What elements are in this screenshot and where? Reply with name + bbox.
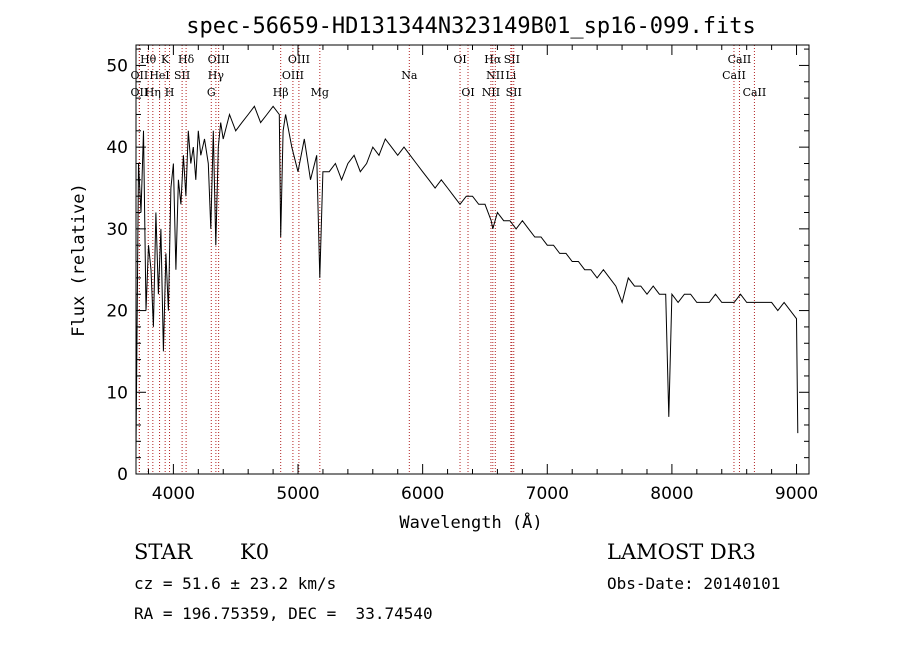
line-marker-label: CaII xyxy=(722,69,746,82)
line-marker-label: Hη xyxy=(145,86,161,99)
axis-ticks: 4000 5000 6000 7000 8000 9000 0 10 20 30 40 50 xyxy=(106,45,818,504)
line-marker-label: Hβ xyxy=(273,86,289,99)
x-tick-label: 5000 xyxy=(276,484,319,504)
line-marker-label: Li xyxy=(505,69,516,82)
redshift-value: cz = 51.6 ± 23.2 km/s xyxy=(134,574,337,593)
plot-frame xyxy=(135,44,810,475)
line-marker-label: Hθ xyxy=(140,53,157,66)
x-tick-label: 9000 xyxy=(775,484,818,504)
x-tick-label: 7000 xyxy=(526,484,569,504)
chart-title: spec-56659-HD131344N323149B01_sp16-099.f… xyxy=(186,14,756,39)
line-marker-label: CaII xyxy=(728,53,752,66)
line-marker-label: OI xyxy=(453,53,466,66)
y-tick-label: 40 xyxy=(106,138,128,158)
line-marker-label: SII xyxy=(174,69,190,82)
line-marker-label: Hα xyxy=(484,53,502,66)
line-marker-label: OIII xyxy=(282,69,304,82)
x-tick-label: 8000 xyxy=(650,484,693,504)
line-marker-label: OIII xyxy=(208,53,230,66)
y-axis-label: Flux (relative) xyxy=(69,183,89,337)
line-marker-label: Hγ xyxy=(208,69,225,82)
x-axis-label: Wavelength (Å) xyxy=(399,511,542,533)
line-marker-label: Na xyxy=(401,69,418,82)
y-tick-label: 30 xyxy=(106,220,128,240)
survey-name: LAMOST DR3 xyxy=(607,540,756,564)
line-marker-label: NII xyxy=(486,69,504,82)
line-marker-label: H xyxy=(165,86,175,99)
y-tick-label: 0 xyxy=(117,465,128,485)
line-marker-label: Mg xyxy=(311,86,329,99)
y-tick-label: 50 xyxy=(106,56,128,76)
line-marker-label: SII xyxy=(504,53,520,66)
line-marker-label: NII xyxy=(482,86,500,99)
line-marker-label: OII xyxy=(131,86,149,99)
x-tick-label: 6000 xyxy=(401,484,444,504)
observation-date: Obs-Date: 20140101 xyxy=(607,574,781,593)
line-marker-label: Hδ xyxy=(178,53,195,66)
x-tick-label: 4000 xyxy=(152,484,195,504)
line-marker-label: OI xyxy=(461,86,474,99)
line-marker-label: HeI xyxy=(149,69,169,82)
coordinates: RA = 196.75359, DEC = 33.74540 xyxy=(134,604,433,623)
line-marker-label: K xyxy=(161,53,170,66)
y-tick-label: 10 xyxy=(106,383,128,403)
line-marker-label: OIII xyxy=(288,53,310,66)
line-marker-label: G xyxy=(207,86,216,99)
line-marker-label: CaII xyxy=(743,86,767,99)
y-tick-label: 20 xyxy=(106,302,128,322)
spectrum-series-line xyxy=(135,105,799,450)
object-class: STAR xyxy=(134,540,193,564)
line-marker-label: SII xyxy=(506,86,522,99)
object-subclass: K0 xyxy=(240,540,270,564)
